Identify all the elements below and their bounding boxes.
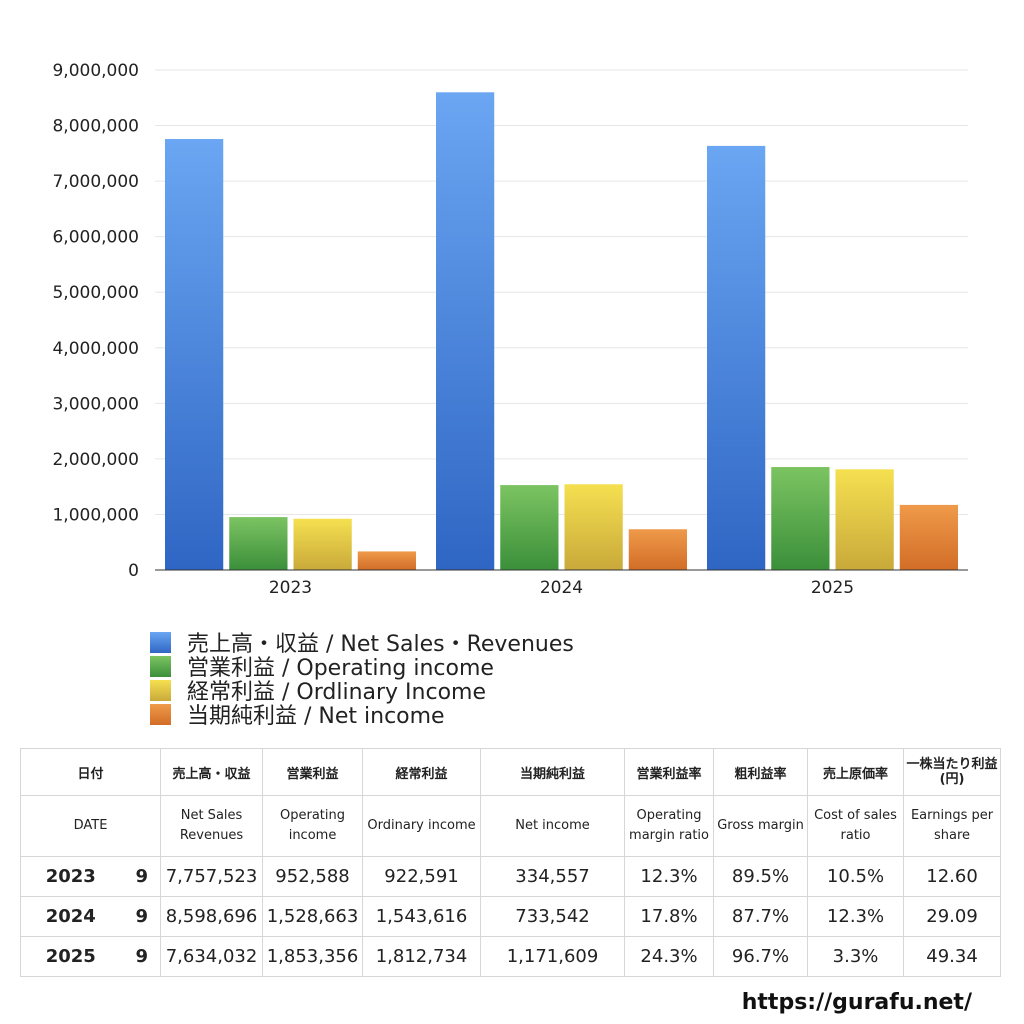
table-row: 2023 9 7,757,523 952,588 922,591 334,557… bbox=[20, 856, 1002, 897]
row-eps: 29.09 bbox=[903, 896, 1002, 937]
table-row: 2024 9 8,598,696 1,528,663 1,543,616 733… bbox=[20, 896, 1002, 937]
y-tick-label: 4,000,000 bbox=[52, 339, 139, 359]
bar-2023-series-2 bbox=[293, 518, 352, 570]
row-year: 2025 bbox=[20, 936, 121, 977]
header-opm-en: Operating margin ratio bbox=[624, 795, 715, 857]
legend-item-net-sales: 売上高・収益 / Net Sales・Revenues bbox=[150, 630, 574, 657]
legend-swatch-ordinary-income bbox=[150, 679, 171, 701]
header-net-en: Net income bbox=[480, 795, 626, 857]
legend-item-net-income: 当期純利益 / Net income bbox=[150, 702, 574, 729]
row-net: 1,171,609 bbox=[480, 936, 626, 977]
y-axis-tick-labels: 0 1,000,000 2,000,000 3,000,000 4,000,000 5,0… bbox=[52, 61, 139, 581]
row-sales: 8,598,696 bbox=[160, 896, 264, 937]
row-ord: 1,543,616 bbox=[362, 896, 482, 937]
header-ord-en: Ordinary income bbox=[362, 795, 482, 857]
header-eps-en: Earnings per share bbox=[903, 795, 1002, 857]
row-month: 9 bbox=[120, 856, 162, 897]
row-gm: 87.7% bbox=[713, 896, 809, 937]
header-cos-en: Cost of sales ratio bbox=[807, 795, 905, 857]
bar-2025-series-3 bbox=[899, 504, 958, 570]
y-tick-label: 3,000,000 bbox=[52, 394, 139, 414]
row-gm: 96.7% bbox=[713, 936, 809, 977]
bar-2025-series-1 bbox=[771, 467, 830, 570]
legend-item-operating-income: 営業利益 / Operating income bbox=[150, 654, 574, 681]
chart-gridlines bbox=[155, 69, 968, 515]
x-axis-tick-labels: 2023 2024 2025 bbox=[269, 578, 854, 598]
y-tick-label: 7,000,000 bbox=[52, 172, 139, 192]
row-cos: 10.5% bbox=[807, 856, 905, 897]
legend-swatch-net-income bbox=[150, 703, 171, 725]
bar-2025-series-2 bbox=[835, 469, 894, 570]
x-tick-label: 2023 bbox=[269, 578, 312, 598]
y-tick-label: 1,000,000 bbox=[52, 505, 139, 525]
header-sales-en: Net Sales Revenues bbox=[160, 795, 264, 857]
row-eps: 49.34 bbox=[903, 936, 1002, 977]
row-op: 1,528,663 bbox=[262, 896, 364, 937]
header-opm-jp: 営業利益率 bbox=[624, 748, 715, 796]
table-header-jp: 日付 売上高・収益 営業利益 経常利益 当期純利益 営業利益率 粗利益率 売上原… bbox=[19, 748, 1002, 796]
financial-table: 日付 売上高・収益 営業利益 経常利益 当期純利益 営業利益率 粗利益率 売上原… bbox=[19, 748, 1002, 977]
header-gm-jp: 粗利益率 bbox=[713, 748, 809, 796]
header-net-jp: 当期純利益 bbox=[480, 748, 626, 796]
row-year: 2024 bbox=[20, 896, 121, 937]
table-row: 2025 9 7,634,032 1,853,356 1,812,734 1,1… bbox=[20, 936, 1002, 977]
header-date-en: DATE bbox=[19, 795, 162, 857]
header-op-en: Operating income bbox=[262, 795, 364, 857]
row-opm: 24.3% bbox=[624, 936, 715, 977]
row-year: 2023 bbox=[20, 856, 121, 897]
header-eps-jp: 一株当たり利益(円) bbox=[903, 748, 1002, 796]
bar-chart: 0 1,000,000 2,000,000 3,000,000 4,000,000 5,0… bbox=[52, 61, 968, 598]
row-opm: 12.3% bbox=[624, 856, 715, 897]
legend-label-net-sales: 売上高・収益 / Net Sales・Revenues bbox=[187, 632, 574, 657]
legend-label-operating-income: 営業利益 / Operating income bbox=[187, 656, 494, 681]
legend-label-ordinary-income: 経常利益 / Ordlinary Income bbox=[187, 680, 486, 705]
chart-bars bbox=[165, 92, 958, 571]
x-tick-label: 2024 bbox=[540, 578, 583, 598]
row-cos: 3.3% bbox=[807, 936, 905, 977]
row-gm: 89.5% bbox=[713, 856, 809, 897]
bar-2024-series-0 bbox=[436, 92, 495, 570]
legend-swatch-operating-income bbox=[150, 655, 171, 677]
row-sales: 7,634,032 bbox=[160, 936, 264, 977]
bar-2023-series-1 bbox=[229, 517, 288, 570]
bar-2025-series-0 bbox=[707, 145, 766, 570]
header-cos-jp: 売上原価率 bbox=[807, 748, 905, 796]
x-tick-label: 2025 bbox=[811, 578, 854, 598]
y-tick-label: 5,000,000 bbox=[52, 283, 139, 303]
chart-legend: 売上高・収益 / Net Sales・Revenues 営業利益 / Opera… bbox=[150, 630, 574, 729]
header-gm-en: Gross margin bbox=[713, 795, 809, 857]
header-ord-jp: 経常利益 bbox=[362, 748, 482, 796]
row-cos: 12.3% bbox=[807, 896, 905, 937]
y-tick-label: 0 bbox=[128, 561, 139, 581]
row-op: 952,588 bbox=[262, 856, 364, 897]
site-url-link[interactable]: https://gurafu.net/ bbox=[741, 990, 972, 1015]
y-tick-label: 8,000,000 bbox=[52, 117, 139, 137]
y-tick-label: 9,000,000 bbox=[52, 61, 139, 81]
row-op: 1,853,356 bbox=[262, 936, 364, 977]
row-month: 9 bbox=[120, 896, 162, 937]
row-net: 733,542 bbox=[480, 896, 626, 937]
row-ord: 922,591 bbox=[362, 856, 482, 897]
row-net: 334,557 bbox=[480, 856, 626, 897]
header-op-jp: 営業利益 bbox=[262, 748, 364, 796]
y-tick-label: 6,000,000 bbox=[52, 228, 139, 248]
legend-item-ordinary-income: 経常利益 / Ordlinary Income bbox=[150, 678, 574, 705]
bar-2023-series-3 bbox=[357, 551, 416, 570]
row-eps: 12.60 bbox=[903, 856, 1002, 897]
y-tick-label: 2,000,000 bbox=[52, 450, 139, 470]
row-opm: 17.8% bbox=[624, 896, 715, 937]
header-date-jp: 日付 bbox=[19, 748, 162, 796]
bar-2024-series-3 bbox=[628, 529, 687, 570]
bar-2024-series-1 bbox=[500, 485, 559, 570]
legend-label-net-income: 当期純利益 / Net income bbox=[187, 704, 445, 729]
table-header-en: DATE Net Sales Revenues Operating income… bbox=[19, 795, 1002, 857]
bar-2023-series-0 bbox=[165, 139, 224, 571]
row-ord: 1,812,734 bbox=[362, 936, 482, 977]
legend-swatch-net-sales bbox=[150, 631, 171, 653]
header-sales-jp: 売上高・収益 bbox=[160, 748, 264, 796]
row-sales: 7,757,523 bbox=[160, 856, 264, 897]
row-month: 9 bbox=[120, 936, 162, 977]
bar-2024-series-2 bbox=[564, 484, 623, 570]
